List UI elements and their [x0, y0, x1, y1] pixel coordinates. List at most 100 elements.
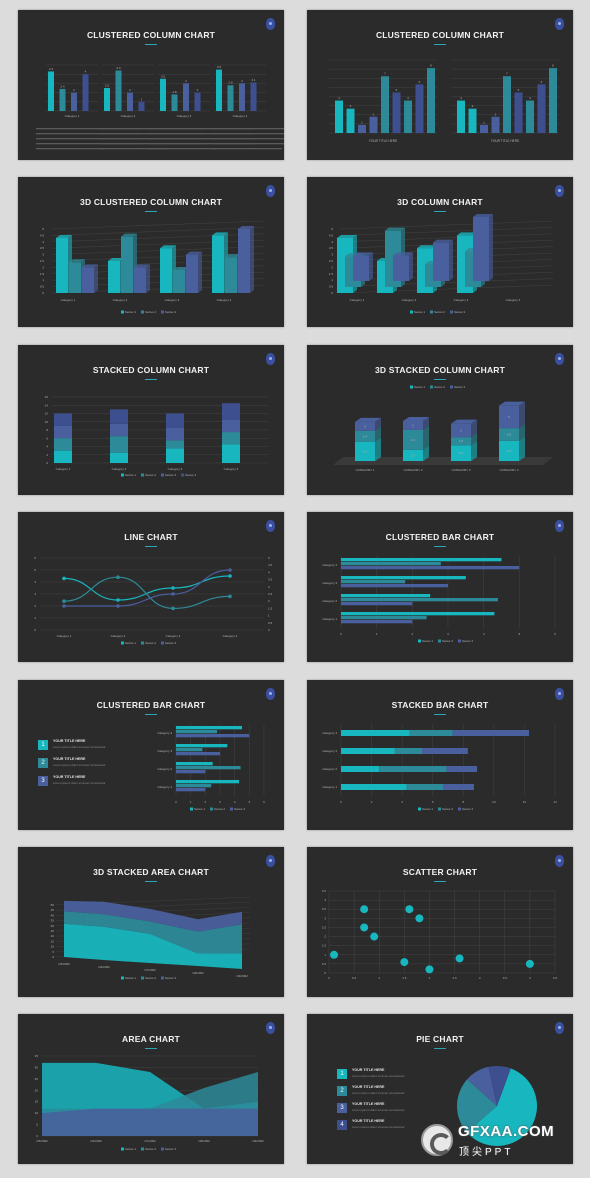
bar — [341, 576, 466, 580]
tick-label: 3 — [34, 592, 36, 596]
legend-swatch — [161, 641, 164, 645]
tick-label: 35 — [35, 1054, 39, 1058]
bar — [433, 242, 449, 281]
tick-label: 4.5 — [40, 233, 45, 237]
tick-label: 1.5 — [40, 272, 45, 276]
area-layer — [64, 911, 242, 954]
x-tick-label: 1/7/2002 — [144, 1139, 156, 1143]
x-tick-label: 1/6/2002 — [90, 1139, 102, 1143]
bar — [341, 562, 441, 566]
tick-label: 3.5 — [503, 976, 508, 980]
category-label: Category 3 — [454, 298, 469, 302]
legend-label: Series 3 — [165, 473, 176, 477]
x-tick-label: 1/9/2002 — [252, 1139, 264, 1143]
data-label: 2.8 — [507, 432, 512, 436]
bar — [173, 269, 185, 293]
bar-segment — [110, 423, 128, 437]
logo-icon — [266, 353, 275, 365]
title-underline — [434, 379, 446, 380]
tick-label: 4.5 — [322, 889, 327, 893]
title-underline — [145, 211, 157, 212]
title-underline — [434, 44, 446, 45]
legend-label: Series 2 — [442, 639, 453, 643]
tick-label: 4 — [529, 976, 531, 980]
x-tick-label: 1/8/2002 — [192, 971, 204, 975]
bar-segment — [451, 437, 471, 446]
slide-title: CLUSTERED COLUMN CHART — [86, 30, 216, 40]
bar-side — [375, 426, 381, 442]
data-point — [62, 576, 66, 581]
body-text-line — [212, 143, 284, 145]
bar-segment — [422, 748, 468, 754]
slide-title: 3D STACKED AREA CHART — [93, 867, 209, 877]
data-label: 6 — [541, 80, 543, 84]
bar-segment — [403, 429, 423, 450]
bar — [225, 257, 237, 293]
x-tick-label: 1/6/2002 — [98, 965, 110, 969]
data-label: 2.8 — [228, 81, 233, 85]
bar — [341, 558, 502, 562]
tick-label: 2.5 — [322, 925, 327, 929]
category-label: Category 2 — [112, 467, 127, 471]
body-text-line — [100, 148, 170, 150]
bar-top — [457, 232, 477, 236]
legend-label: Series 4 — [185, 473, 196, 477]
gridline — [51, 240, 265, 249]
category-label: Category 1 — [322, 617, 337, 621]
legend-label: Series 1 — [194, 807, 205, 811]
slide-5: STACKED COLUMN CHART 0 2 4 6 8 10 12 14 16 Categor… — [18, 345, 284, 495]
bar-top — [173, 266, 189, 270]
legend-swatch — [161, 473, 164, 477]
data-point — [116, 604, 120, 608]
bar-segment — [403, 449, 423, 461]
tick-label: 1 — [376, 632, 378, 636]
list-item-title: YOUR TITLE HERE — [352, 1102, 385, 1106]
bar — [457, 100, 465, 133]
x-tick-label: 1/5/2002 — [58, 962, 70, 966]
slide-title: LINE CHART — [124, 532, 178, 542]
legend-label: Series 3 — [234, 807, 245, 811]
slide-title: AREA CHART — [122, 1034, 180, 1044]
legend-swatch — [141, 473, 144, 477]
tick-label: 50 — [51, 903, 55, 907]
tick-label: 4 — [34, 580, 36, 584]
bar-segment — [54, 425, 72, 439]
chart: Series 1 Series 2 Series 3 4.3 2.4 2 CATEGORY … — [333, 385, 553, 472]
slide-11: 3D STACKED AREA CHART 0 5 10 15 20 25 30 35 40 45 5… — [18, 847, 284, 997]
body-text-line — [36, 128, 141, 130]
pie-slice — [457, 1079, 497, 1133]
list-item-text: Lorem ipsum dolor sit amet consectetur — [352, 1074, 405, 1078]
tick-label: 8 — [46, 428, 48, 432]
data-label: 7 — [384, 72, 386, 76]
bar — [341, 616, 427, 620]
category-label: Category 3 — [166, 634, 181, 638]
tick-label: 6 — [263, 800, 265, 804]
legend-label: Series 2 — [145, 310, 156, 314]
bar — [514, 92, 523, 133]
data-label: 1.8 — [172, 90, 177, 94]
axis-title: YOUR TITLE HERE — [491, 139, 519, 143]
body-text-line — [148, 143, 253, 145]
legend-swatch — [438, 807, 441, 811]
list-item-text: Lorem ipsum dolor sit amet consectetur — [352, 1091, 405, 1095]
data-label: 3 — [241, 79, 243, 83]
body-text-line — [36, 138, 141, 140]
bar-segment — [166, 427, 184, 441]
bar — [427, 68, 435, 133]
tick-label: 3 — [331, 253, 333, 257]
bar — [341, 602, 413, 606]
bar-top — [225, 254, 241, 258]
chart: 0 2 4 6 8 10 12 14 16 Category 1 Category 2 Categor… — [45, 395, 268, 477]
bar — [56, 237, 68, 293]
legend-swatch — [210, 807, 213, 811]
body-text-line — [212, 133, 284, 135]
tick-label: 1.5 — [329, 272, 334, 276]
tick-label: 4 — [46, 445, 48, 449]
x-tick-label: 1/5/2002 — [36, 1139, 48, 1143]
bar-side — [423, 416, 429, 430]
logo-icon — [555, 18, 564, 30]
scatter-point — [360, 905, 369, 914]
scatter-point — [330, 950, 339, 959]
